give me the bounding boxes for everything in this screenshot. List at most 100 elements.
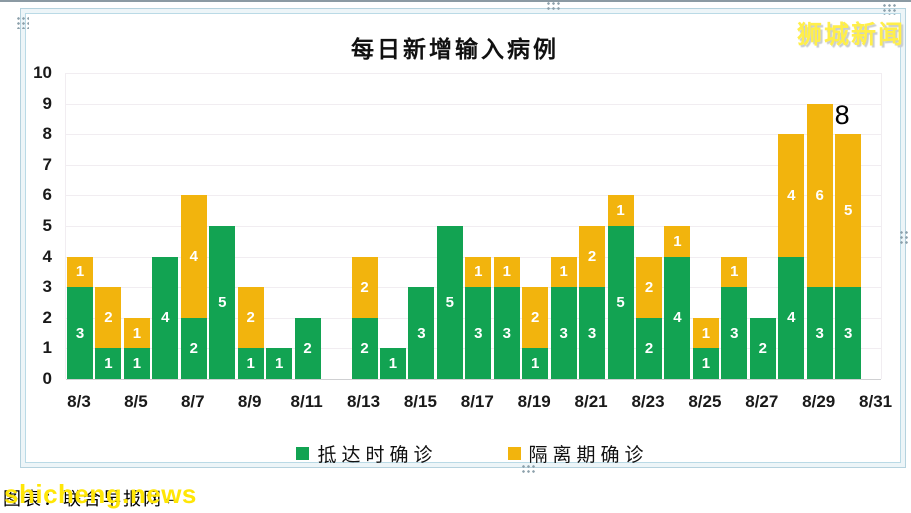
bar-8/20-quarantine-segment: 1 [550, 256, 577, 288]
bar-8/7-quarantine-segment: 4 [180, 195, 207, 318]
bar-8/21-quarantine-segment: 2 [579, 226, 606, 288]
legend-swatch-arrival [296, 447, 310, 460]
y-tick-label-0: 0 [42, 369, 52, 388]
bar-8/18-arrival-segment: 3 [493, 287, 520, 379]
legend-item-arrival: 抵达时确诊 [296, 440, 437, 467]
bar-8/13-quarantine-segment: 2 [351, 256, 378, 318]
x-tick-label-8-17: 8/17 [460, 392, 494, 411]
y-tick-label-6: 6 [42, 185, 52, 205]
y-tick-label-3: 3 [42, 277, 52, 297]
bar-8/25-quarantine-segment: 1 [692, 317, 719, 349]
window-top-edge [0, 0, 911, 2]
watermark-text: shicheng.news [4, 479, 197, 509]
gridline-y8 [66, 134, 881, 136]
bar-8/28-arrival-segment: 4 [778, 256, 805, 379]
site-logo-text: 狮城新闻 [796, 21, 905, 49]
bar-8/22-arrival-segment: 5 [607, 226, 634, 379]
x-tick-label-8-5: 8/5 [124, 392, 148, 411]
x-tick-label-8-3: 8/3 [67, 392, 91, 411]
y-tick-label-9: 9 [42, 93, 52, 113]
last-bar-total-label: 8 [834, 100, 850, 131]
resize-handle-right-center[interactable] [899, 230, 908, 246]
bar-8/21-arrival-segment: 3 [579, 287, 606, 379]
bar-8/27-arrival-segment: 2 [749, 317, 776, 379]
x-tick-label-8-31: 8/31 [859, 392, 893, 411]
legend-label: 隔离期确诊 [528, 445, 649, 466]
y-tick-label-5: 5 [42, 216, 52, 235]
bar-8/16-arrival-segment: 5 [436, 226, 463, 379]
chart-title: 每日新增输入病例 [351, 36, 559, 62]
resize-handle-top-left[interactable] [16, 16, 29, 29]
bar-8/17-arrival-segment: 3 [465, 287, 492, 379]
bar-8/10-arrival-segment: 1 [266, 348, 293, 379]
y-tick-label-4: 4 [42, 246, 52, 266]
y-tick-label-7: 7 [42, 154, 52, 174]
bar-8/23-quarantine-segment: 2 [636, 256, 662, 318]
x-tick-label-8-7: 8/7 [180, 392, 205, 411]
x-tick-label-8-21: 8/21 [574, 392, 608, 411]
x-tick-label-8-11: 8/11 [290, 392, 323, 411]
x-tick-label-8-13: 8/13 [346, 392, 381, 411]
resize-handle-top-center[interactable] [546, 1, 562, 10]
legend-label: 抵达时确诊 [317, 445, 438, 466]
bar-8/6-arrival-segment: 4 [152, 256, 179, 379]
chart-legend: 抵达时确诊 隔离期确诊 [65, 440, 880, 467]
y-tick-label-2: 2 [42, 307, 52, 327]
bar-8/3-arrival-segment: 3 [67, 287, 93, 379]
bar-8/13-arrival-segment: 2 [351, 317, 378, 379]
bar-8/4-quarantine-segment: 2 [95, 287, 122, 349]
bar-8/7-arrival-segment: 2 [180, 317, 207, 379]
gridline-y0 [66, 379, 881, 380]
bar-8/25-arrival-segment: 1 [692, 348, 719, 379]
bar-8/15-arrival-segment: 3 [408, 287, 435, 379]
x-tick-label-8-23: 8/23 [631, 392, 665, 411]
gridline-y10 [66, 73, 881, 74]
bar-8/24-arrival-segment: 4 [664, 256, 691, 379]
y-tick-label-8: 8 [42, 124, 52, 144]
x-tick-label-8-25: 8/25 [688, 392, 722, 411]
bar-8/28-quarantine-segment: 4 [778, 134, 805, 257]
bar-8/9-quarantine-segment: 2 [237, 287, 264, 349]
y-tick-label-10: 10 [33, 63, 52, 82]
x-tick-label-8-9: 8/9 [237, 392, 262, 411]
chart-object-frame[interactable] [26, 14, 900, 462]
bar-8/5-quarantine-segment: 1 [123, 317, 150, 349]
x-tick-label-8-29: 8/29 [802, 392, 836, 411]
legend-item-quarantine: 隔离期确诊 [507, 440, 649, 467]
bar-8/29-quarantine-segment: 6 [806, 103, 833, 288]
bar-8/11-arrival-segment: 2 [294, 317, 321, 379]
gridline-y9 [66, 103, 881, 105]
caption-text: 图表：联合早报网 [3, 489, 163, 509]
bar-8/3-quarantine-segment: 1 [67, 256, 93, 288]
bar-8/19-quarantine-segment: 2 [522, 287, 549, 349]
bar-8/29-arrival-segment: 3 [806, 287, 833, 379]
bar-8/14-arrival-segment: 1 [379, 348, 406, 379]
bar-8/4-arrival-segment: 1 [95, 348, 122, 379]
bar-8/30-quarantine-segment: 5 [835, 134, 862, 288]
bar-8/22-quarantine-segment: 1 [607, 195, 634, 226]
gridline-y7 [66, 164, 881, 166]
bar-8/18-quarantine-segment: 1 [493, 256, 520, 288]
gridline-y6 [66, 195, 881, 197]
bar-8/26-quarantine-segment: 1 [721, 256, 748, 288]
bar-8/19-arrival-segment: 1 [522, 348, 549, 379]
y-tick-label-1: 1 [42, 338, 52, 358]
bar-8/9-arrival-segment: 1 [237, 348, 264, 379]
bar-8/26-arrival-segment: 3 [721, 287, 748, 379]
legend-swatch-quarantine [507, 447, 521, 460]
x-tick-label-8-15: 8/15 [403, 392, 437, 411]
chart-caption: 图表：联合早报网 ↵ [3, 485, 178, 511]
resize-handle-top-right[interactable] [882, 3, 896, 15]
x-tick-label-8-19: 8/19 [517, 392, 551, 411]
bar-8/24-quarantine-segment: 1 [664, 226, 691, 257]
gridline-y5 [66, 226, 881, 227]
bar-8/5-arrival-segment: 1 [123, 348, 150, 379]
x-tick-label-8-27: 8/27 [745, 392, 779, 411]
bar-8/20-arrival-segment: 3 [550, 287, 577, 379]
bar-8/30-arrival-segment: 3 [835, 287, 862, 379]
return-mark: ↵ [165, 492, 178, 509]
resize-handle-bottom-center[interactable] [521, 464, 537, 474]
bar-8/8-arrival-segment: 5 [209, 226, 236, 379]
bar-8/23-arrival-segment: 2 [636, 317, 662, 379]
